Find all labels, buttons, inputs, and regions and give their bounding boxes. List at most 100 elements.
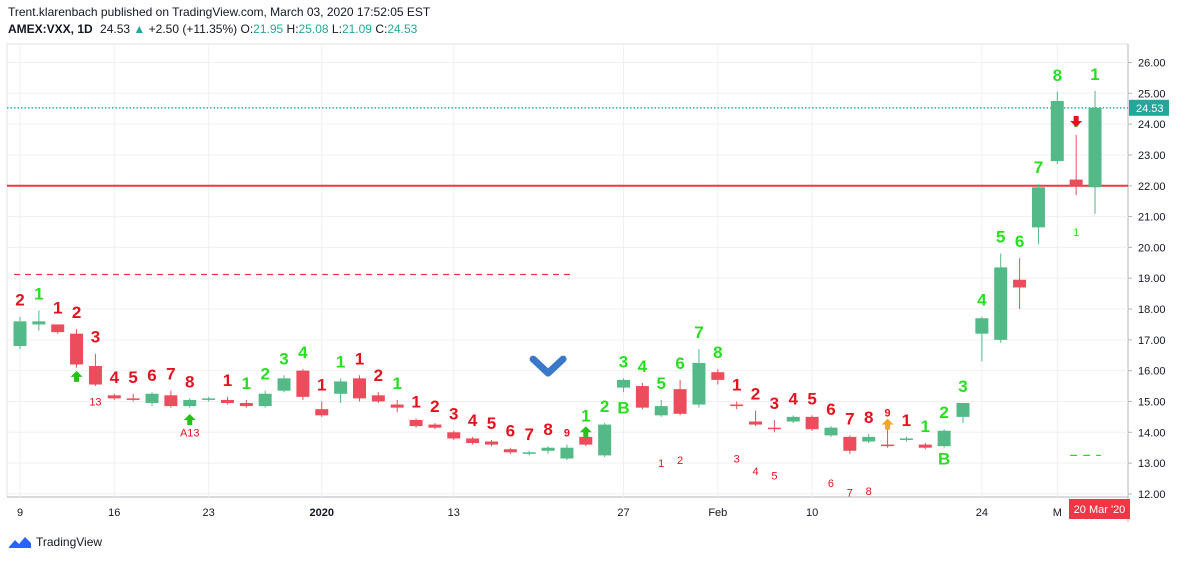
- td-setup-label: 8: [864, 408, 873, 427]
- td-setup-label: 6: [506, 422, 515, 441]
- candle-down: [805, 416, 819, 430]
- td-setup-label: 8: [713, 343, 722, 362]
- td-setup-label: 1: [317, 375, 326, 394]
- price-tick-label: 21.00: [1138, 212, 1166, 224]
- td-setup-label: 1: [242, 374, 251, 393]
- time-tick-label: 27: [617, 507, 629, 519]
- td-setup-label: 8: [1053, 66, 1062, 85]
- candle-up: [1088, 107, 1102, 188]
- td-setup-label: 4: [789, 389, 799, 408]
- td-setup-label: 5: [807, 389, 816, 408]
- td-setup-label: 6: [826, 400, 835, 419]
- tradingview-logo-icon: [9, 537, 31, 548]
- candle-down: [711, 372, 725, 380]
- td-setup-label: 1: [732, 375, 741, 394]
- td-setup-label: 3: [91, 328, 100, 347]
- td-perfection-label: B: [617, 399, 629, 418]
- candle-down: [428, 424, 442, 428]
- td-countdown-label: 1: [658, 458, 664, 470]
- td-setup-label: 1: [581, 406, 590, 425]
- td-countdown-label: 7: [847, 487, 853, 499]
- candle-down: [409, 419, 423, 427]
- price-tick-label: 24.00: [1138, 119, 1166, 131]
- candle-up: [334, 381, 348, 394]
- price-tick-label: 16.00: [1138, 366, 1166, 378]
- td-setup-label: 5: [996, 228, 1005, 247]
- candle-down: [843, 436, 857, 451]
- td-setup-label: 3: [449, 405, 458, 424]
- date-badge: [1069, 499, 1130, 519]
- brand-footer[interactable]: TradingView: [8, 535, 102, 549]
- candle-down: [447, 432, 461, 439]
- candle-up: [824, 427, 838, 436]
- candle-down: [635, 386, 649, 408]
- last-price: 24.53: [100, 22, 131, 36]
- td-setup-label: 4: [110, 368, 120, 387]
- brand-name: TradingView: [36, 535, 103, 549]
- td-countdown-label: 1: [1073, 227, 1079, 239]
- td-setup-label: 1: [1090, 65, 1099, 84]
- td-setup-label: 1: [902, 411, 911, 430]
- alert-arrow-icon: [881, 418, 894, 430]
- td-setup-label: 6: [675, 354, 684, 373]
- td-setup-label: 2: [260, 365, 269, 384]
- td-setup-label: 7: [166, 365, 175, 384]
- price-tick-label: 19.00: [1138, 273, 1166, 285]
- td-setup-label: 9: [884, 408, 890, 420]
- td-setup-label: 2: [430, 397, 439, 416]
- symbol-legend: AMEX:VXX, 1D 24.53 ▲ +2.50 (+11.35%) O:2…: [8, 22, 417, 36]
- open-label: O:: [240, 22, 254, 36]
- td-setup-label: 8: [185, 372, 194, 391]
- candle-up: [598, 424, 612, 456]
- sell-arrow-icon: [1070, 116, 1083, 128]
- symbol-name[interactable]: AMEX:VXX, 1D: [8, 22, 93, 36]
- td-setup-label: 2: [374, 366, 383, 385]
- price-tick-label: 25.00: [1138, 88, 1166, 100]
- candle-up: [956, 403, 970, 417]
- time-tick-label: Feb: [708, 507, 727, 519]
- candle-down: [51, 324, 65, 333]
- candle-up: [541, 447, 555, 451]
- candle-down: [767, 427, 781, 430]
- candle-down: [730, 404, 744, 407]
- candle-up: [617, 379, 631, 388]
- candle-down: [749, 421, 763, 425]
- price-tick-label: 20.00: [1138, 242, 1166, 254]
- td-setup-label: 2: [72, 303, 81, 322]
- td-setup-label: 7: [694, 323, 703, 342]
- candle-down: [390, 404, 404, 408]
- candle-down: [881, 444, 895, 447]
- buy-arrow-icon: [70, 370, 83, 382]
- td-setup-label: 1: [223, 371, 232, 390]
- candle-down: [220, 399, 234, 404]
- td-setup-label: 4: [298, 343, 308, 362]
- candle-up: [202, 398, 216, 400]
- candle-up: [994, 267, 1008, 340]
- td-setup-label: 5: [487, 414, 496, 433]
- candle-up: [654, 406, 668, 416]
- close-label: C:: [375, 22, 388, 36]
- price-tick-label: 22.00: [1138, 181, 1166, 193]
- candle-down: [918, 444, 932, 448]
- td-countdown-label: 13: [89, 396, 101, 408]
- price-tick-label: 15.00: [1138, 396, 1166, 408]
- td-setup-label: 4: [638, 357, 648, 376]
- candle-down: [466, 438, 480, 444]
- td-setup-label: 7: [845, 409, 854, 428]
- td-countdown-label: 4: [752, 466, 758, 478]
- td-setup-label: 6: [147, 366, 156, 385]
- td-setup-label: 3: [958, 377, 967, 396]
- td-setup-label: 1: [34, 285, 43, 304]
- candle-up: [522, 452, 536, 454]
- td-countdown-label: 8: [866, 486, 872, 498]
- time-tick-label: 23: [202, 507, 214, 519]
- candle-up: [145, 393, 159, 404]
- date-badge-label: 20 Mar '20: [1074, 504, 1126, 516]
- candle-down: [485, 441, 498, 445]
- candle-up: [1050, 101, 1064, 162]
- td-setup-label: 1: [392, 374, 401, 393]
- close-value: 24.53: [387, 22, 418, 36]
- candle-down: [126, 398, 140, 400]
- price-tick-label: 18.00: [1138, 304, 1166, 316]
